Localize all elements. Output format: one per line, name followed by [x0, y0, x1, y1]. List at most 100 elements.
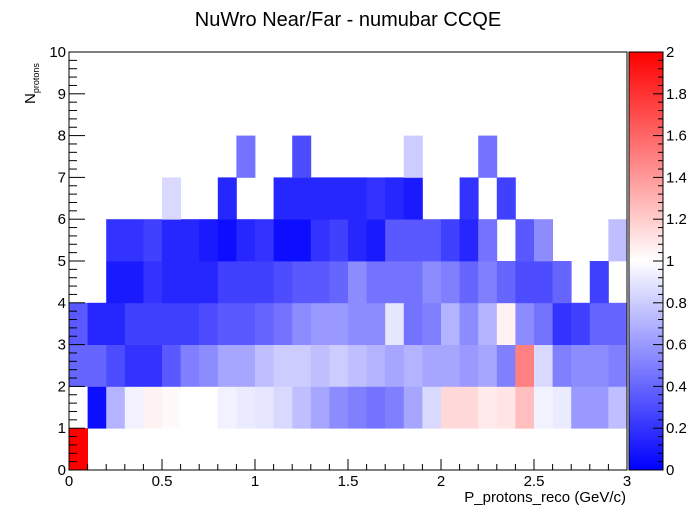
heatmap-cell — [236, 135, 256, 178]
heatmap-cell — [310, 344, 330, 387]
heatmap-cell — [478, 302, 498, 345]
heatmap-cell — [422, 302, 442, 345]
heatmap-cell — [217, 177, 237, 220]
colorbar-tick-label: 1.4 — [666, 169, 687, 186]
colorbar-tick-label: 1.6 — [666, 128, 687, 145]
heatmap-cell — [162, 386, 181, 429]
heatmap-cell — [69, 428, 88, 471]
heatmap-cell — [199, 261, 219, 304]
heatmap-cell — [403, 135, 423, 178]
heatmap-cell — [552, 302, 572, 345]
heatmap-cell — [534, 302, 553, 345]
heatmap-cell — [459, 386, 479, 429]
heatmap-cell — [403, 219, 423, 262]
heatmap-cell — [273, 177, 293, 220]
heatmap-cell — [422, 344, 442, 387]
heatmap-cell — [385, 177, 405, 220]
heatmap-cell — [292, 302, 312, 345]
heatmap-cell — [124, 302, 144, 345]
chart-title: NuWro Near/Far - numubar CCQE — [195, 9, 501, 31]
heatmap-cell — [292, 135, 312, 178]
heatmap-cell — [459, 344, 479, 387]
x-tick-label: 2 — [437, 473, 445, 490]
heatmap-cell — [106, 386, 126, 429]
heatmap-cell — [180, 302, 200, 345]
heatmap-cell — [515, 386, 535, 429]
heatmap-cell — [608, 302, 628, 345]
heatmap-cell — [478, 219, 498, 262]
heatmap-cell — [571, 386, 591, 429]
colorbar-tick-label: 0 — [666, 462, 674, 479]
heatmap-cell — [589, 261, 609, 304]
heatmap-cell — [143, 261, 163, 304]
heatmap-cell — [180, 344, 200, 387]
heatmap-cell — [385, 219, 405, 262]
heatmap-cell — [162, 177, 181, 220]
heatmap-cell — [87, 344, 107, 387]
heatmap-cell — [329, 344, 349, 387]
heatmap-cell — [385, 302, 405, 345]
heatmap-cell — [199, 386, 219, 429]
y-tick-label: 1 — [58, 420, 66, 437]
heatmap-cell — [329, 302, 349, 345]
y-tick-label: 5 — [58, 253, 66, 270]
heatmap-cell — [496, 261, 516, 304]
heatmap-cell — [552, 261, 572, 304]
x-axis-label: P_protons_reco (GeV/c) — [464, 489, 626, 506]
colorbar-tick-label: 1.8 — [666, 86, 687, 103]
heatmap-cell — [478, 386, 498, 429]
y-tick-label: 6 — [58, 211, 66, 228]
heatmap-cell — [236, 302, 256, 345]
heatmap-cell — [478, 344, 498, 387]
heatmap-cell — [273, 386, 293, 429]
heatmap-cell — [292, 386, 312, 429]
heatmap-cell — [236, 219, 256, 262]
heatmap-cell — [608, 219, 628, 262]
heatmap-cell — [106, 344, 126, 387]
colorbar-tick-label: 0.6 — [666, 337, 687, 354]
heatmap-cell — [143, 219, 163, 262]
heatmap-cell — [348, 386, 367, 429]
heatmap-cell — [515, 344, 535, 387]
y-axis-label-main: N — [22, 93, 39, 104]
heatmap-cell — [422, 386, 442, 429]
heatmap-cell — [273, 261, 293, 304]
heatmap-cell — [403, 386, 423, 429]
x-tick-label: 1.5 — [338, 473, 359, 490]
heatmap-cell — [403, 261, 423, 304]
heatmap-cell — [143, 344, 163, 387]
heatmap-cell — [515, 219, 535, 262]
heatmap-cell — [217, 261, 237, 304]
heatmap-cell — [199, 344, 219, 387]
heatmap-cell — [534, 219, 553, 262]
colorbar-tick-label: 2 — [666, 44, 674, 61]
heatmap-cell — [459, 177, 479, 220]
heatmap-cell — [441, 386, 460, 429]
y-tick-label: 3 — [58, 337, 66, 354]
heatmap-cell — [366, 302, 386, 345]
heatmap-cell — [366, 261, 386, 304]
heatmap-cell — [422, 219, 442, 262]
heatmap-cell — [69, 344, 88, 387]
heatmap-cell — [589, 302, 609, 345]
heatmap-cell — [329, 386, 349, 429]
x-tick-label: 0.5 — [152, 473, 173, 490]
heatmap-cell — [69, 302, 88, 345]
heatmap-cell — [124, 261, 144, 304]
heatmap-cell — [403, 177, 423, 220]
heatmap-cell — [310, 177, 330, 220]
heatmap-cell — [180, 386, 200, 429]
heatmap-cell — [552, 344, 572, 387]
heatmap-cell — [162, 344, 181, 387]
colorbar-tick-label: 1.2 — [666, 211, 687, 228]
heatmap-cell — [441, 344, 460, 387]
y-axis-label: Nprotons — [22, 63, 41, 104]
heatmap-cell — [441, 219, 460, 262]
heatmap-cell — [310, 261, 330, 304]
heatmap-cell — [162, 261, 181, 304]
heatmap-cell — [124, 219, 144, 262]
heatmap-cell — [534, 386, 553, 429]
heatmap-cell — [515, 261, 535, 304]
x-tick-label: 1 — [251, 473, 259, 490]
